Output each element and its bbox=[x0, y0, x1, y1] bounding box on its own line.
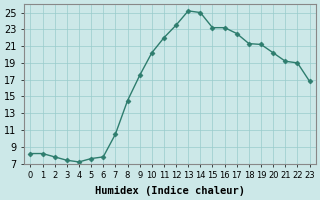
X-axis label: Humidex (Indice chaleur): Humidex (Indice chaleur) bbox=[95, 186, 245, 196]
